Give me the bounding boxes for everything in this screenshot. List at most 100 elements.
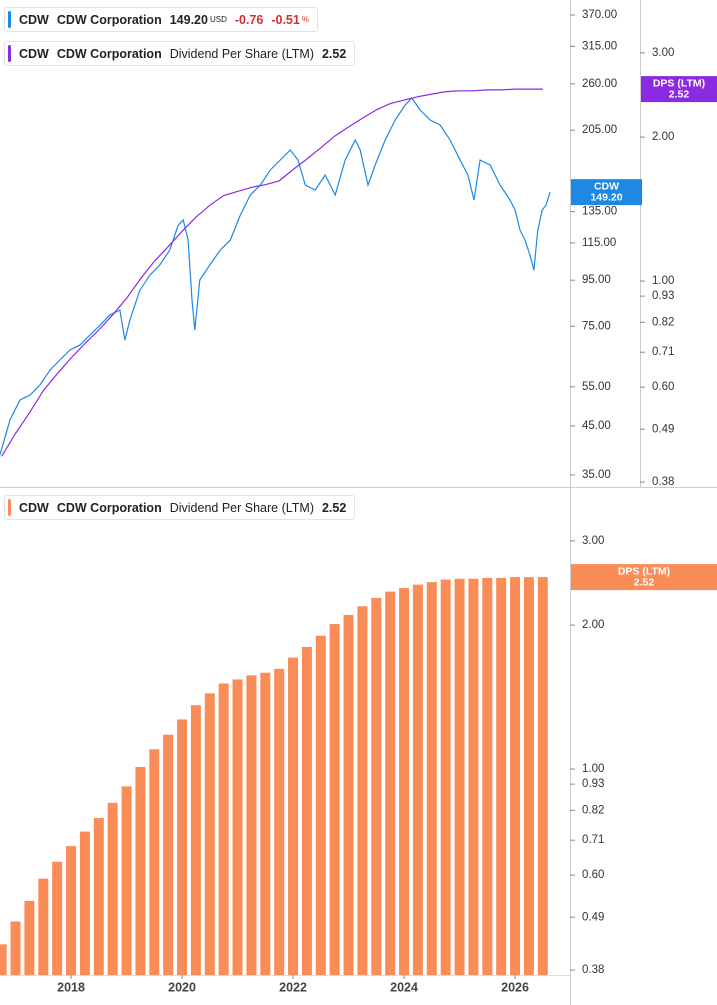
bar [218,683,229,975]
y-tick-label: 75.00 [582,320,611,332]
bar [66,846,77,975]
bar [315,635,326,975]
metric-value: 2.52 [321,46,347,61]
last-value-tag [641,76,717,103]
metric: Dividend Per Share (LTM) [169,46,314,61]
bar [426,582,437,975]
metric: Dividend Per Share (LTM) [169,500,314,515]
x-tick-label: 2020 [168,980,196,994]
bar [38,878,49,975]
bar [274,668,285,975]
y-tick-label: 3.00 [652,47,674,59]
bar [412,584,423,975]
y-tick-label: 135.00 [582,206,617,218]
y-tick-label: 55.00 [582,381,611,393]
ticker: CDW [19,500,49,515]
bar [149,749,160,975]
y-tick-label: 45.00 [582,420,611,432]
tag-value: 2.52 [634,576,655,588]
x-tick-label: 2022 [279,980,307,994]
x-tick-label: 2018 [57,980,85,994]
bar [177,719,188,975]
y-tick-label: 0.38 [582,964,604,976]
y-tick-label: 0.93 [582,778,604,790]
bar [329,624,340,975]
bar [371,597,382,975]
y-tick-label: 3.00 [582,535,604,547]
bar [204,693,215,975]
bar [385,591,396,975]
y-tick-label: 0.93 [652,290,674,302]
y-tick-label: 1.00 [582,763,604,775]
tag-value: 149.20 [590,191,622,203]
bar [399,588,410,975]
legend-price: CDW CDW Corporation 149.20 USD -0.76 -0.… [4,7,318,32]
bar [24,900,35,975]
y-tick-label: 1.00 [652,275,674,287]
bar [121,786,132,975]
legend-dps-bars: CDW CDW Corporation Dividend Per Share (… [4,495,356,520]
tag-name: CDW [594,180,619,192]
legend-stripe [8,45,11,62]
y-tick-label: 370.00 [582,9,617,21]
bar [52,861,63,975]
company: CDW Corporation [56,46,162,61]
bar [0,944,7,975]
legend-stripe [8,499,11,516]
change-pct: -0.51 [271,12,300,27]
bar [468,578,479,975]
bar [454,578,465,975]
bar [190,705,201,975]
bar [93,818,104,975]
y-tick-label: 0.49 [652,423,674,435]
y-tick-label: 2.00 [652,131,674,143]
y-tick-label: 0.49 [582,911,604,923]
last-value-tag [571,564,717,591]
x-tick-label: 2024 [390,980,418,994]
bar [537,577,548,975]
tag-name: DPS (LTM) [618,565,670,577]
legend-stripe [8,11,11,28]
bar [510,577,521,975]
series-line [1,88,543,457]
change: -0.76 [234,12,264,27]
bar [357,606,368,975]
y-tick-label: 95.00 [582,274,611,286]
y-tick-label: 0.60 [652,381,674,393]
company: CDW Corporation [56,12,162,27]
y-tick-label: 0.82 [652,316,674,328]
bar [440,579,451,975]
bar [246,675,257,975]
price: 149.20 [169,12,208,27]
pct-unit: % [301,15,309,24]
legend-dps: CDW CDW Corporation Dividend Per Share (… [4,41,356,66]
bar [107,802,118,975]
bar [482,577,493,975]
y-tick-label: 315.00 [582,40,617,52]
bar [523,577,534,975]
bar [79,831,90,975]
x-tick-label: 2026 [501,980,529,994]
y-tick-label: 0.82 [582,804,604,816]
series-line [0,97,551,455]
y-tick-label: 0.71 [652,346,674,358]
y-tick-label: 35.00 [582,469,611,481]
y-tick-label: 0.71 [582,834,604,846]
bar [10,921,21,975]
ticker: CDW [19,12,49,27]
y-tick-label: 0.38 [652,476,674,488]
y-tick-label: 205.00 [582,124,617,136]
y-tick-label: 260.00 [582,78,617,90]
y-tick-label: 115.00 [582,237,616,249]
bar [260,672,271,975]
currency: USD [209,15,227,24]
bar [288,657,299,975]
y-tick-label: 2.00 [582,619,604,631]
last-value-tag [571,179,642,206]
tag-value: 2.52 [669,88,690,100]
bar [232,679,243,975]
tag-name: DPS (LTM) [653,77,705,89]
bar [343,614,354,975]
